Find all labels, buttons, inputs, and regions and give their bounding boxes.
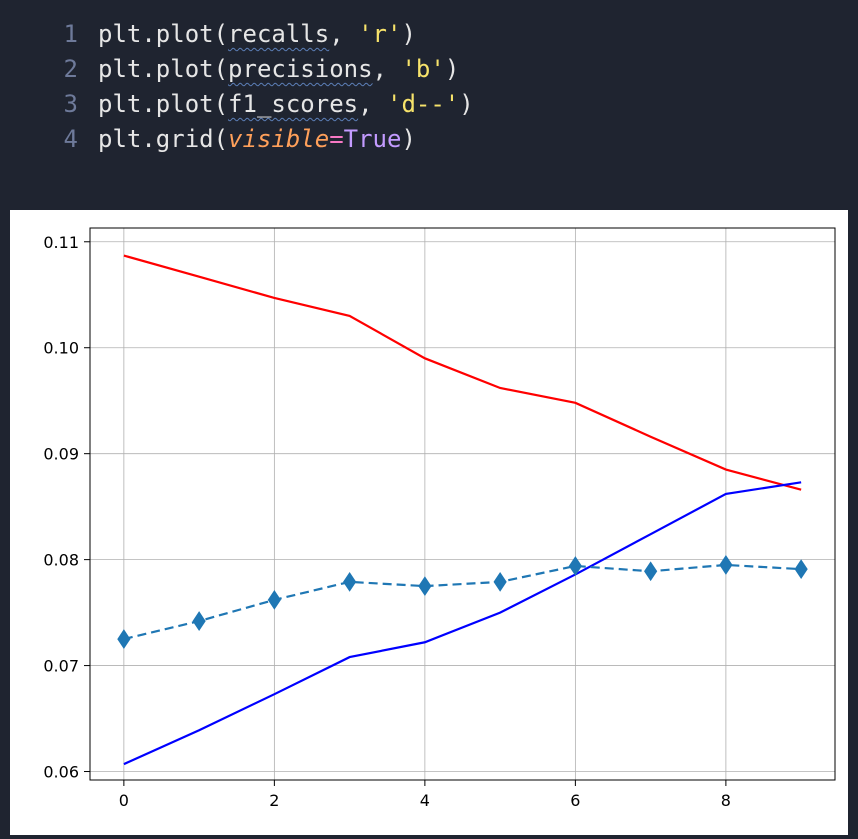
code-token: 'r' <box>358 20 402 48</box>
series-1-line <box>123 481 802 766</box>
series-2-marker <box>418 576 432 597</box>
code-token: precisions <box>228 55 373 83</box>
code-line[interactable]: 3 plt.plot(f1_scores, 'd--') <box>0 87 474 121</box>
code-token: , <box>372 55 402 83</box>
code-editor[interactable]: 1 plt.plot(recalls, 'r') 2 plt.plot(precisi… <box>0 0 858 195</box>
code-token: ) <box>459 90 474 118</box>
series-2-marker <box>568 556 582 576</box>
series-2-marker <box>794 559 808 580</box>
code-token: ) <box>401 20 416 48</box>
tick-layer: 0 2 4 6 8 0.06 0.07 0.08 0.09 0.10 0.11 <box>43 233 731 810</box>
code-token: ) <box>401 125 416 153</box>
y-tick-label: 0.10 <box>43 339 79 358</box>
code-token: 'b' <box>401 55 445 83</box>
code-token: 'd--' <box>387 90 460 118</box>
y-tick-label: 0.06 <box>43 763 79 782</box>
code-token: recalls <box>228 20 330 48</box>
x-tick-label: 8 <box>721 791 731 810</box>
series-0-line <box>123 254 802 491</box>
x-tick-label: 6 <box>570 791 580 810</box>
line-number: 1 <box>63 20 78 48</box>
x-tick-label: 0 <box>119 791 129 810</box>
series-layer <box>117 254 808 766</box>
code-token: , <box>358 90 387 118</box>
y-tick-label: 0.11 <box>43 233 79 252</box>
code-token: ) <box>444 55 460 83</box>
code-token: True <box>343 125 402 153</box>
code-line[interactable]: 2 plt.plot(precisions, 'b') <box>0 52 460 86</box>
grid-lines <box>90 228 835 780</box>
code-token: plt.grid( <box>98 125 229 153</box>
series-2-marker <box>117 629 131 649</box>
plot-output: 0 2 4 6 8 0.06 0.07 0.08 0.09 0.10 0.11 <box>10 210 848 835</box>
series-2-marker <box>192 611 206 631</box>
y-tick-label: 0.07 <box>43 657 79 676</box>
code-line[interactable]: 4 plt.grid(visible=True) <box>0 122 416 156</box>
code-token: , <box>329 20 359 48</box>
y-tick-label: 0.08 <box>43 551 79 570</box>
series-2-marker <box>343 571 357 592</box>
code-token: visible <box>228 125 330 153</box>
code-token: plt.plot( <box>98 20 229 48</box>
x-tick-label: 4 <box>420 791 430 810</box>
series-2-marker <box>493 571 507 592</box>
code-line[interactable]: 1 plt.plot(recalls, 'r') <box>0 17 416 51</box>
x-tick-label: 2 <box>269 791 279 810</box>
line-number: 2 <box>63 55 78 83</box>
axes-frame <box>89 227 836 781</box>
line-number: 3 <box>63 90 78 118</box>
code-token: plt.plot( <box>98 55 229 83</box>
code-token: plt.plot( <box>98 90 229 118</box>
code-token: f1_scores <box>228 90 359 118</box>
series-2-marker <box>719 555 733 575</box>
series-2-marker <box>267 589 281 610</box>
code-token: = <box>329 125 344 153</box>
series-2-line <box>123 563 802 641</box>
line-number: 4 <box>63 125 78 153</box>
series-2-marker <box>644 561 658 582</box>
y-tick-label: 0.09 <box>43 445 79 464</box>
line-chart: 0 2 4 6 8 0.06 0.07 0.08 0.09 0.10 0.11 <box>43 227 836 810</box>
